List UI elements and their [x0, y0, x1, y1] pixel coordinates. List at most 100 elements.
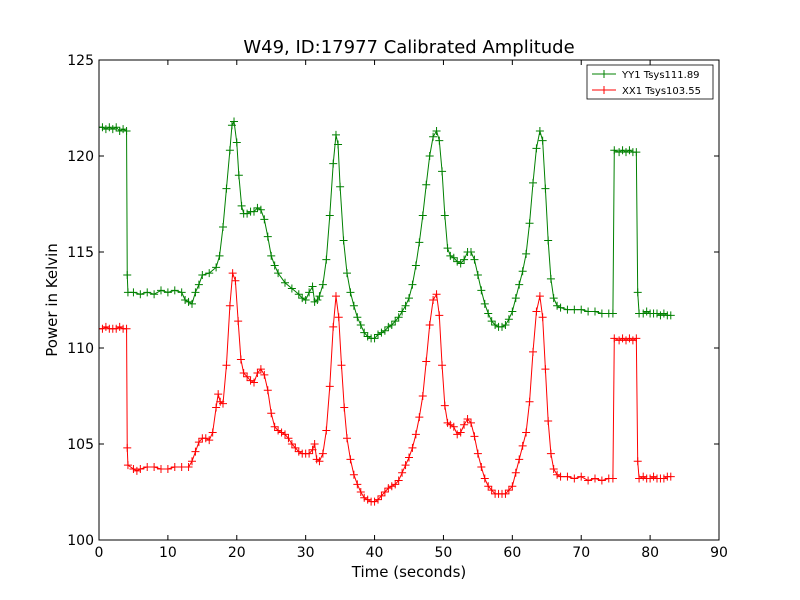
data-point: [622, 148, 630, 157]
data-point: [246, 376, 255, 385]
data-point: [305, 449, 314, 458]
data-point: [480, 474, 489, 483]
data-point: [129, 464, 138, 473]
data-point: [191, 447, 200, 456]
data-point: [401, 301, 410, 310]
data-point: [438, 167, 447, 176]
data-point: [194, 438, 203, 447]
data-point: [425, 320, 434, 329]
data-point: [597, 309, 606, 318]
data-point: [349, 470, 358, 479]
data-point: [331, 130, 340, 139]
data-point: [356, 488, 365, 496]
data-point: [380, 488, 389, 496]
data-point: [633, 457, 642, 466]
data-point: [377, 328, 386, 337]
data-point: [418, 211, 427, 220]
data-point: [522, 249, 531, 258]
data-point: [208, 428, 217, 437]
data-point: [263, 386, 272, 395]
data-point: [99, 324, 107, 333]
data-point: [325, 382, 334, 391]
x-tick-label: 70: [572, 545, 590, 561]
data-point: [143, 463, 152, 472]
data-point: [487, 317, 496, 326]
data-point: [563, 305, 572, 314]
data-point: [467, 248, 475, 256]
data-point: [184, 463, 193, 472]
data-point: [525, 397, 534, 406]
data-point: [374, 330, 382, 339]
data-point: [334, 140, 343, 149]
data-point: [222, 361, 231, 370]
data-point: [287, 284, 296, 293]
data-point: [522, 428, 531, 437]
data-point: [370, 497, 379, 506]
data-point: [556, 472, 565, 481]
data-point: [363, 495, 372, 504]
data-point: [346, 455, 355, 464]
data-point: [504, 486, 513, 495]
data-point: [394, 313, 403, 322]
x-tick-label: 10: [159, 545, 177, 561]
data-point: [608, 474, 617, 483]
data-point: [263, 232, 272, 241]
legend-label-xx1: XX1 Tsys103.55: [622, 86, 701, 97]
data-point: [260, 370, 269, 379]
data-point: [453, 430, 462, 439]
data-point: [453, 257, 462, 266]
data-point: [440, 401, 449, 410]
data-point: [411, 261, 420, 270]
data-point: [115, 127, 124, 136]
legend-frame: [586, 64, 714, 100]
data-point: [529, 178, 537, 187]
data-point: [277, 428, 286, 437]
data-point: [163, 464, 172, 473]
y-tick-label: 125: [67, 53, 94, 69]
data-point: [628, 336, 637, 345]
data-point: [632, 148, 641, 157]
data-point: [136, 290, 145, 299]
data-point: [440, 211, 449, 220]
data-point: [563, 472, 572, 481]
data-point: [610, 146, 619, 155]
data-point: [353, 313, 362, 322]
data-point: [460, 255, 469, 264]
data-point: [529, 347, 537, 356]
data-point: [443, 244, 452, 253]
x-axis-ticks: 0 10 20 30 40 50 60 70 80 90: [95, 60, 728, 561]
data-point: [391, 317, 400, 326]
data-point: [508, 307, 517, 316]
data-point: [515, 280, 524, 289]
data-point: [301, 296, 310, 304]
data-point: [501, 489, 510, 498]
data-point: [315, 457, 324, 466]
data-point: [222, 184, 231, 193]
data-point: [284, 434, 293, 443]
data-point: [456, 259, 465, 268]
data-point: [318, 449, 327, 458]
data-point: [281, 278, 289, 287]
x-tick-label: 60: [503, 545, 521, 561]
legend: YY1 Tsys111.89 XX1 Tsys103.55: [586, 64, 714, 100]
data-point: [231, 276, 240, 285]
data-point: [112, 324, 121, 333]
y-tick-label: 105: [67, 437, 94, 453]
data-point: [508, 482, 517, 491]
data-point: [415, 238, 424, 247]
data-point: [119, 125, 128, 134]
data-point: [243, 209, 252, 218]
data-point: [525, 219, 534, 228]
data-point: [105, 123, 114, 132]
data-point: [535, 127, 544, 136]
chart-title: W49, ID:17977 Calibrated Amplitude: [243, 37, 574, 58]
data-point: [656, 311, 665, 320]
data-point: [329, 159, 338, 168]
data-point: [370, 334, 379, 343]
data-point: [331, 292, 340, 301]
data-point: [535, 292, 544, 301]
data-point: [315, 292, 324, 301]
data-point: [432, 290, 441, 299]
data-point: [115, 322, 124, 331]
data-point: [274, 269, 283, 278]
